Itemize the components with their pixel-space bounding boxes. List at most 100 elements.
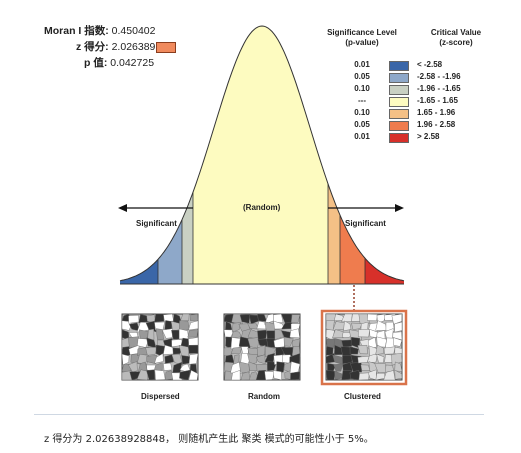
sig-header-line1: Significance Level <box>327 28 397 37</box>
map-polygon <box>376 313 387 324</box>
legend-row: 0.01 < -2.58 <box>300 60 521 72</box>
legend-row: 0.01 > 2.58 <box>300 132 521 144</box>
map-polygon <box>376 353 385 363</box>
map-polygon <box>325 370 336 381</box>
map-polygon <box>180 313 190 322</box>
map-polygon <box>188 353 199 365</box>
map-polygon <box>136 369 149 381</box>
map-polygon <box>391 313 403 325</box>
right-arrow <box>328 204 404 212</box>
map-polygon <box>289 353 301 364</box>
p-label: p 值: <box>84 57 108 69</box>
legend-row: 0.05 -2.58 - -1.96 <box>300 72 521 84</box>
z-score-swatch <box>156 42 176 53</box>
legend-z-range: > 2.58 <box>417 132 440 141</box>
crit-header: Critical Value (z-score) <box>412 28 500 48</box>
legend-p-value: 0.01 <box>354 60 370 69</box>
clustered-map <box>325 313 403 381</box>
map-polygon <box>247 323 259 330</box>
z-value: 2.026389 <box>111 41 156 53</box>
map-polygon <box>273 313 284 323</box>
map-polygon <box>164 354 174 364</box>
map-polygon <box>188 369 199 381</box>
map-polygon <box>357 344 368 355</box>
map-polygon <box>358 372 370 381</box>
crit-header-line2: (z-score) <box>439 38 473 47</box>
p-value: 0.042725 <box>110 57 155 69</box>
map-polygon <box>283 336 294 347</box>
legend-p-value: 0.01 <box>354 132 370 141</box>
sig-header-line2: (p-value) <box>345 38 379 47</box>
map-polygon <box>257 329 268 341</box>
map-polygon <box>367 313 378 322</box>
legend-swatch <box>389 121 409 131</box>
map-polygon <box>367 336 377 350</box>
map-polygon <box>145 346 158 356</box>
curve-fill <box>120 26 404 284</box>
map-polygon <box>225 321 233 333</box>
band-center <box>193 26 328 284</box>
legend-z-range: 1.96 - 2.58 <box>417 120 456 129</box>
bell-curve-outline <box>119 25 405 282</box>
map-polygon <box>247 353 258 365</box>
band-258-196 <box>158 26 182 284</box>
legend-swatch <box>389 97 409 107</box>
map-polygon <box>350 361 362 373</box>
legend-row: 0.10 1.65 - 1.96 <box>300 108 521 120</box>
map-polygon <box>190 313 199 321</box>
legend-row: --- -1.65 - 1.65 <box>300 96 521 108</box>
map-polygon <box>238 361 250 373</box>
map-polygon <box>188 320 199 331</box>
legend-p-value: 0.10 <box>354 108 370 117</box>
map-polygon <box>274 329 284 340</box>
legend-z-range: -2.58 - -1.96 <box>417 72 461 81</box>
map-polygon <box>325 346 334 356</box>
map-polygon <box>383 346 396 355</box>
map-polygon <box>162 328 174 339</box>
legend-swatch <box>389 73 409 83</box>
map-polygon <box>264 371 275 381</box>
map-polygon <box>187 329 199 338</box>
legend-z-range: -1.96 - -1.65 <box>417 84 461 93</box>
map-polygon <box>358 313 370 325</box>
map-polygon <box>392 331 403 341</box>
legend-p-value: 0.05 <box>354 72 370 81</box>
legend-swatch <box>389 133 409 143</box>
random-map <box>223 313 301 381</box>
map-polygon <box>231 322 241 333</box>
random-pattern-label: Random <box>248 392 280 401</box>
map-polygon <box>163 362 173 371</box>
map-polygon <box>394 369 403 380</box>
map-polygon <box>154 353 164 364</box>
moran-label: Moran I 指数: <box>44 25 109 37</box>
legend-z-range: 1.65 - 1.96 <box>417 108 456 117</box>
map-polygon <box>231 370 241 381</box>
significant-right-label: Significant <box>345 219 386 228</box>
z-label: z 得分: <box>76 41 109 53</box>
map-polygon <box>290 314 301 323</box>
map-polygon <box>394 321 403 333</box>
clustered-highlight-frame <box>320 309 408 386</box>
band-196-165 <box>182 26 193 284</box>
band-165-196 <box>328 26 340 284</box>
moran-value: 0.450402 <box>111 25 156 37</box>
legend-p-value: 0.10 <box>354 84 370 93</box>
map-polygon <box>154 369 166 381</box>
legend-row: 0.10 -1.96 - -1.65 <box>300 84 521 96</box>
band-196-258 <box>340 26 365 284</box>
map-polygon <box>393 337 403 347</box>
legend-z-range: -1.65 - 1.65 <box>417 96 458 105</box>
map-polygon <box>289 328 301 339</box>
map-polygon <box>360 364 371 371</box>
map-polygon <box>146 369 156 381</box>
random-label: (Random) <box>243 203 281 212</box>
map-polygon <box>394 361 403 372</box>
map-polygon <box>187 344 199 354</box>
map-polygon <box>375 344 384 355</box>
result-caption: z 得分为 2.02638928848， 则随机产生此 聚类 模式的可能性小于 … <box>44 434 374 445</box>
map-polygon <box>391 352 403 366</box>
map-polygon <box>153 362 163 372</box>
map-polygon <box>121 353 130 366</box>
map-polygon <box>366 353 378 364</box>
p-value-row: p 值: 0.042725 <box>84 56 154 70</box>
